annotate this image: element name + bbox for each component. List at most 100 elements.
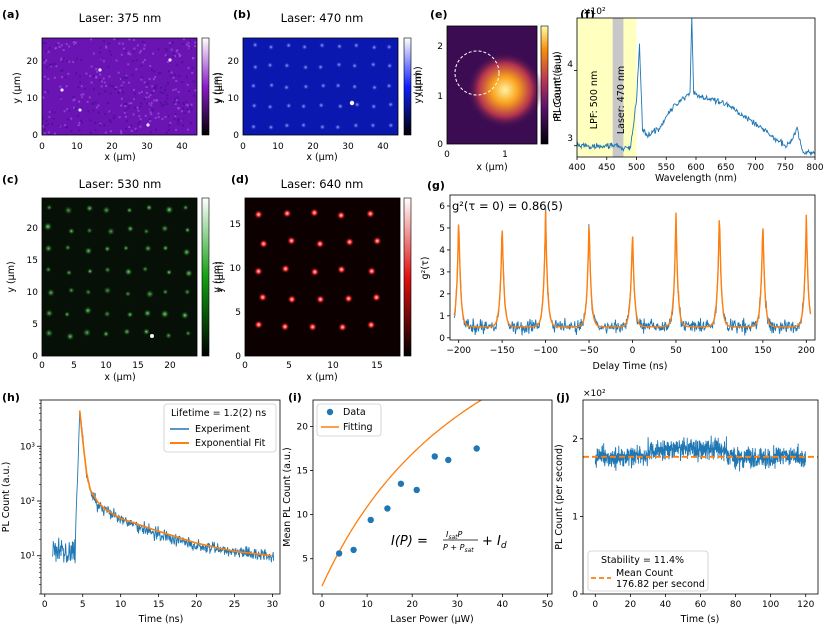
noise-pixel: [148, 78, 151, 81]
noise-pixel: [62, 57, 65, 60]
noise-pixel: [73, 43, 76, 46]
emitter-spot: [252, 63, 259, 71]
panel-c-cbar-label: y (μm): [212, 261, 223, 292]
noise-pixel: [178, 53, 181, 56]
noise-pixel: [105, 46, 108, 49]
y-tick-label: 10: [230, 264, 242, 274]
noise-pixel: [88, 96, 91, 99]
data-point: [397, 480, 405, 487]
panel-g-title: g²(τ = 0) = 0.86(5): [452, 199, 563, 213]
noise-pixel: [145, 86, 148, 89]
noise-pixel: [173, 118, 176, 121]
panel-d-image: [245, 198, 400, 356]
noise-pixel: [109, 84, 112, 87]
noise-pixel: [185, 43, 188, 46]
noise-pixel: [95, 68, 98, 71]
noise-pixel: [97, 111, 100, 114]
noise-pixel: [48, 110, 51, 113]
noise-pixel: [159, 102, 162, 105]
noise-pixel: [123, 47, 126, 50]
noise-pixel: [185, 75, 188, 78]
data-point: [413, 486, 420, 494]
noise-pixel: [128, 126, 131, 129]
noise-pixel: [97, 104, 100, 107]
noise-pixel: [124, 109, 127, 112]
panel-a-frame: [41, 37, 198, 136]
noise-pixel: [94, 101, 97, 104]
noise-pixel: [150, 68, 153, 71]
noise-pixel: [183, 111, 186, 114]
y-tick-label: 5: [32, 320, 38, 330]
bright-spot: [150, 334, 154, 338]
noise-pixel: [47, 77, 50, 80]
x-tick-label: 0: [444, 150, 450, 160]
noise-pixel: [139, 49, 142, 52]
emitter-spot: [336, 43, 343, 50]
y-tick-label: 10³: [20, 442, 35, 452]
noise-pixel: [189, 105, 192, 108]
noise-pixel: [91, 102, 94, 105]
noise-pixel: [150, 108, 153, 111]
noise-pixel: [153, 70, 156, 73]
noise-pixel: [152, 89, 155, 92]
noise-pixel: [108, 75, 111, 78]
noise-pixel: [169, 121, 172, 124]
emitter-spot: [371, 44, 378, 51]
noise-pixel: [188, 90, 191, 93]
emitter-spot: [282, 208, 292, 218]
x-tick-label: 15: [371, 361, 382, 371]
noise-pixel: [164, 54, 167, 57]
y-tick-label: 0: [572, 590, 578, 600]
panel-g-data-line: [453, 206, 811, 336]
noise-pixel: [149, 64, 152, 67]
emitter-spot: [182, 204, 189, 211]
noise-pixel: [177, 119, 180, 122]
noise-pixel: [182, 102, 185, 105]
noise-pixel: [170, 48, 173, 51]
noise-pixel: [119, 78, 122, 81]
panel-label-i: (i): [288, 391, 302, 404]
noise-pixel: [99, 46, 102, 49]
x-tick-label: 0: [39, 361, 45, 371]
data-point: [473, 445, 480, 452]
x-tick-label: 10: [327, 361, 339, 371]
noise-pixel: [177, 91, 180, 94]
emitter-spot: [251, 102, 258, 109]
noise-pixel: [52, 117, 55, 120]
emitter-spot: [83, 306, 93, 315]
noise-pixel: [185, 103, 188, 106]
panel-j-multiplier: ×10²: [583, 389, 606, 399]
noise-pixel: [89, 75, 92, 78]
y-tick-label: 20: [27, 224, 39, 234]
emitter-spot: [45, 266, 52, 273]
noise-pixel: [140, 78, 143, 81]
y-tick-label: 4: [439, 246, 445, 256]
noise-pixel: [135, 68, 138, 71]
panel-d-title: Laser: 640 nm: [281, 177, 364, 191]
panel-i-fit-line: [321, 400, 483, 587]
noise-pixel: [115, 59, 118, 62]
noise-pixel: [143, 81, 146, 84]
noise-pixel: [104, 131, 107, 134]
x-tick-label: 40: [660, 600, 672, 610]
noise-pixel: [68, 60, 71, 63]
noise-pixel: [70, 130, 73, 133]
y-tick-label: 0: [32, 352, 38, 362]
noise-pixel: [174, 113, 177, 116]
y-tick-label: 1: [437, 92, 443, 102]
emitter-spot: [67, 286, 75, 294]
noise-pixel: [115, 86, 118, 89]
x-tick-label: 5: [71, 361, 77, 371]
noise-pixel: [119, 89, 122, 92]
noise-pixel: [109, 130, 112, 133]
noise-pixel: [165, 47, 168, 50]
noise-pixel: [121, 77, 124, 80]
emitter-spot: [345, 237, 355, 247]
noise-pixel: [149, 111, 152, 114]
noise-pixel: [144, 114, 147, 117]
panel-a-xlabel: x (μm): [104, 152, 135, 163]
panel-h-ylabel: PL Count (a.u.): [1, 462, 12, 533]
x-tick-label: −50: [580, 346, 599, 356]
noise-pixel: [66, 108, 69, 111]
